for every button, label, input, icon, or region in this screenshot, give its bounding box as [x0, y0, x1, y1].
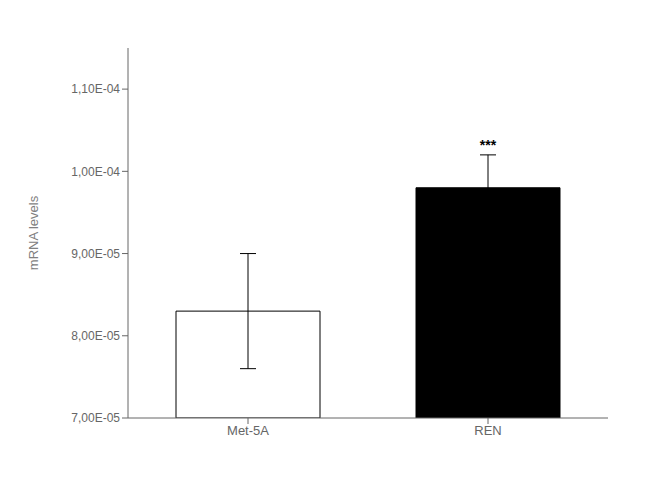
svg-text:8,00E-05: 8,00E-05: [71, 329, 120, 343]
svg-text:mRNA levels: mRNA levels: [26, 195, 41, 270]
svg-text:7,00E-05: 7,00E-05: [71, 411, 120, 425]
svg-text:9,00E-05: 9,00E-05: [71, 247, 120, 261]
svg-text:1,00E-04: 1,00E-04: [71, 165, 120, 179]
svg-text:***: ***: [480, 137, 497, 153]
svg-text:Met-5A: Met-5A: [227, 423, 269, 438]
svg-text:1,10E-04: 1,10E-04: [71, 82, 120, 96]
svg-text:REN: REN: [474, 423, 501, 438]
